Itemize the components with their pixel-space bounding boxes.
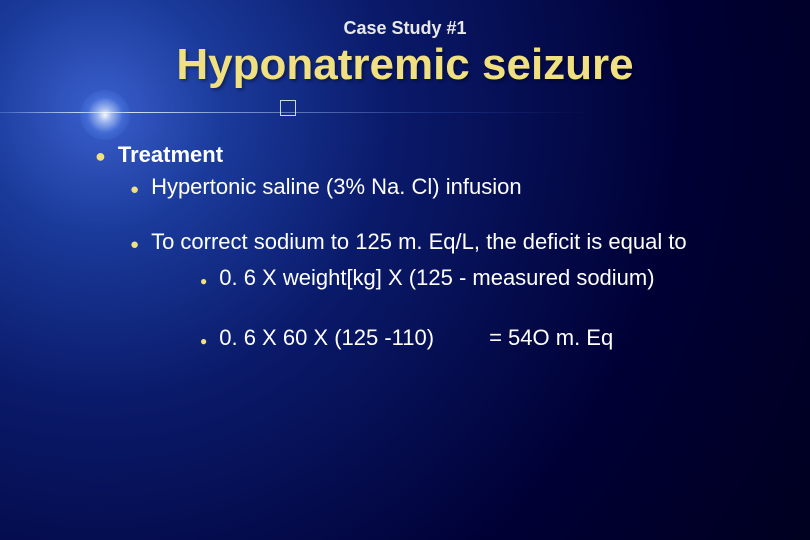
bullet-text: Hypertonic saline (3% Na. Cl) infusion (151, 172, 522, 202)
bullet-dot-icon: ● (200, 333, 207, 349)
bullet-text: 0. 6 X 60 X (125 -110) = 54O m. Eq (219, 323, 613, 353)
formula-text: 0. 6 X 60 X (125 -110) (219, 323, 434, 353)
bullet-text: To correct sodium to 125 m. Eq/L, the de… (151, 227, 687, 257)
title: Hyponatremic seizure (0, 40, 810, 90)
pretitle: Case Study #1 (0, 18, 810, 39)
spacer (95, 303, 780, 323)
flare-line (0, 112, 600, 113)
formula-text: 0. 6 X weight[kg] X (125 - measured sodi… (219, 263, 654, 293)
bullet-level-3: ● 0. 6 X 60 X (125 -110) = 54O m. Eq (200, 323, 780, 353)
flare-center (80, 90, 130, 140)
content-area: ● Treatment ● Hypertonic saline (3% Na. … (95, 140, 780, 362)
formula-result: = 54O m. Eq (489, 323, 613, 353)
bullet-level-1: ● Treatment (95, 140, 780, 170)
bullet-dot-icon: ● (130, 235, 139, 255)
spacer (95, 207, 780, 227)
bullet-level-2: ● Hypertonic saline (3% Na. Cl) infusion (130, 172, 780, 202)
bullet-text: Treatment (118, 140, 223, 170)
bullet-level-3: ● 0. 6 X weight[kg] X (125 - measured so… (200, 263, 780, 293)
bullet-dot-icon: ● (95, 144, 106, 168)
bullet-level-2: ● To correct sodium to 125 m. Eq/L, the … (130, 227, 780, 257)
placeholder-glyph (280, 100, 296, 116)
bullet-dot-icon: ● (200, 273, 207, 289)
bullet-text: 0. 6 X weight[kg] X (125 - measured sodi… (219, 263, 654, 293)
bullet-dot-icon: ● (130, 180, 139, 200)
